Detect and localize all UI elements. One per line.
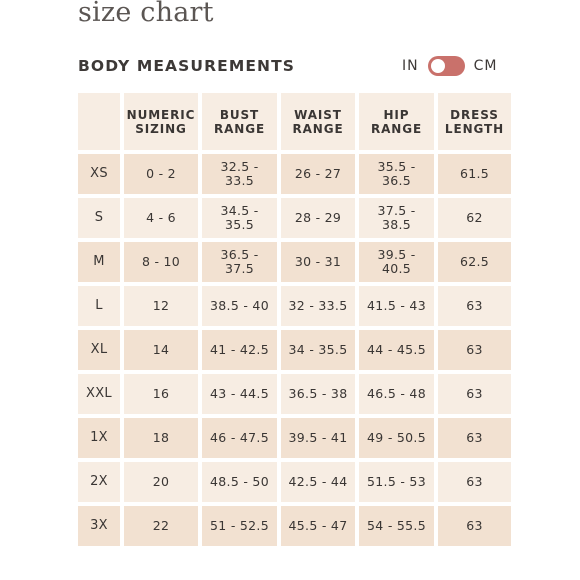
size-label-cell: 3X	[78, 506, 120, 546]
page-title: size chart	[78, 0, 214, 28]
unit-toggle: IN CM	[402, 55, 497, 77]
waist-range-cell: 34 - 35.5	[281, 330, 355, 370]
numeric-sizing-cell: 8 - 10	[124, 242, 198, 282]
size-label-cell: XL	[78, 330, 120, 370]
header-cell-numeric-sizing: NUMERIC SIZING	[124, 93, 198, 150]
header-cell-dress-length: DRESS LENGTH	[438, 93, 511, 150]
section-title: BODY MEASUREMENTS	[78, 57, 296, 75]
hip-range-cell: 54 - 55.5	[359, 506, 434, 546]
waist-range-cell: 30 - 31	[281, 242, 355, 282]
numeric-sizing-cell: 12	[124, 286, 198, 326]
waist-range-cell: 42.5 - 44	[281, 462, 355, 502]
switch-knob	[430, 59, 445, 73]
hip-range-cell: 49 - 50.5	[359, 418, 434, 458]
numeric-sizing-cell: 16	[124, 374, 198, 414]
size-label-cell: XS	[78, 154, 120, 194]
waist-range-cell: 28 - 29	[281, 198, 355, 238]
numeric-sizing-cell: 14	[124, 330, 198, 370]
numeric-sizing-cell: 4 - 6	[124, 198, 198, 238]
dress-length-cell: 63	[438, 330, 511, 370]
numeric-sizing-cell: 18	[124, 418, 198, 458]
hip-range-cell: 37.5 - 38.5	[359, 198, 434, 238]
dress-length-cell: 63	[438, 462, 511, 502]
waist-range-cell: 26 - 27	[281, 154, 355, 194]
dress-length-cell: 62	[438, 198, 511, 238]
size-label-cell: S	[78, 198, 120, 238]
waist-range-cell: 36.5 - 38	[281, 374, 355, 414]
size-label-cell: L	[78, 286, 120, 326]
bust-range-cell: 46 - 47.5	[202, 418, 277, 458]
numeric-sizing-cell: 20	[124, 462, 198, 502]
bust-range-cell: 51 - 52.5	[202, 506, 277, 546]
header-cell-size	[78, 93, 120, 150]
size-label-cell: 2X	[78, 462, 120, 502]
dress-length-cell: 63	[438, 286, 511, 326]
numeric-sizing-cell: 0 - 2	[124, 154, 198, 194]
unit-switch[interactable]	[427, 56, 465, 76]
bust-range-cell: 38.5 - 40	[202, 286, 277, 326]
dress-length-cell: 62.5	[438, 242, 511, 282]
unit-label-in[interactable]: IN	[402, 58, 419, 74]
dress-length-cell: 63	[438, 418, 511, 458]
size-label-cell: 1X	[78, 418, 120, 458]
hip-range-cell: 35.5 - 36.5	[359, 154, 434, 194]
waist-range-cell: 39.5 - 41	[281, 418, 355, 458]
bust-range-cell: 36.5 - 37.5	[202, 242, 277, 282]
bust-range-cell: 48.5 - 50	[202, 462, 277, 502]
header-cell-bust-range: BUST RANGE	[202, 93, 277, 150]
hip-range-cell: 44 - 45.5	[359, 330, 434, 370]
dress-length-cell: 61.5	[438, 154, 511, 194]
dress-length-cell: 63	[438, 506, 511, 546]
dress-length-cell: 63	[438, 374, 511, 414]
bust-range-cell: 32.5 - 33.5	[202, 154, 277, 194]
bust-range-cell: 41 - 42.5	[202, 330, 277, 370]
hip-range-cell: 51.5 - 53	[359, 462, 434, 502]
unit-label-cm[interactable]: CM	[473, 58, 498, 74]
header-cell-hip-range: HIP RANGE	[359, 93, 434, 150]
size-label-cell: XXL	[78, 374, 120, 414]
hip-range-cell: 39.5 - 40.5	[359, 242, 434, 282]
size-label-cell: M	[78, 242, 120, 282]
hip-range-cell: 41.5 - 43	[359, 286, 434, 326]
size-table: NUMERIC SIZING BUST RANGE WAIST RANGE HI…	[78, 93, 511, 546]
waist-range-cell: 45.5 - 47	[281, 506, 355, 546]
waist-range-cell: 32 - 33.5	[281, 286, 355, 326]
hip-range-cell: 46.5 - 48	[359, 374, 434, 414]
header-cell-waist-range: WAIST RANGE	[281, 93, 355, 150]
bust-range-cell: 43 - 44.5	[202, 374, 277, 414]
numeric-sizing-cell: 22	[124, 506, 198, 546]
bust-range-cell: 34.5 - 35.5	[202, 198, 277, 238]
